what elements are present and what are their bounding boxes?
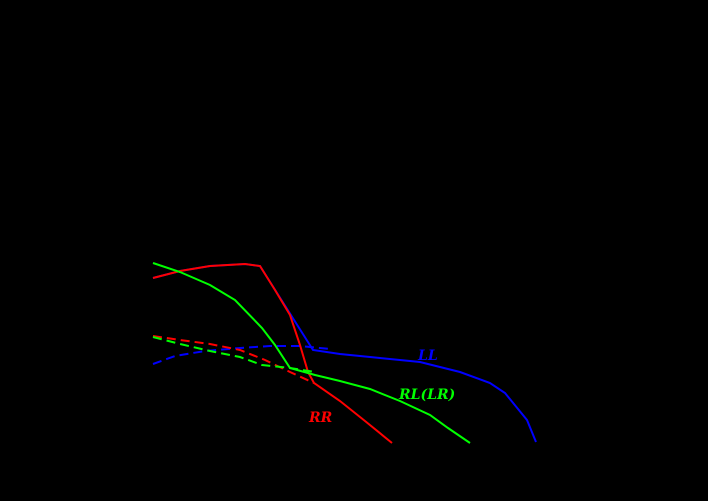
series-label: LL <box>417 348 438 364</box>
series-line-rl-lr- <box>152 262 471 444</box>
series-line-ll-dashed- <box>152 345 331 365</box>
series-line-rr <box>152 262 393 444</box>
series-line-ll <box>152 262 537 443</box>
series-label: RR <box>308 410 332 426</box>
series-label: RL(LR) <box>398 387 455 403</box>
series-line-rl-lr-dashed- <box>152 336 316 373</box>
series-line-rr-dashed- <box>152 335 315 384</box>
